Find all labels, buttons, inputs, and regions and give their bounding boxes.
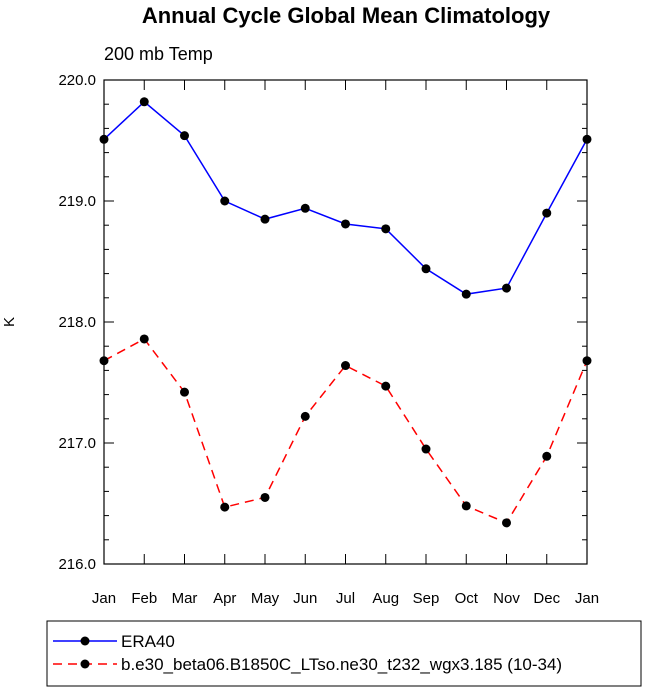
y-tick-label: 217.0	[58, 435, 96, 452]
y-tick-label: 218.0	[58, 314, 96, 331]
data-point	[381, 381, 391, 391]
legend-label: b.e30_beta06.B1850C_LTso.ne30_t232_wgx3.…	[121, 655, 562, 674]
axes: 216.0 217.0 218.0 219.0 220.0 Jan Feb Mar Apr May…	[58, 72, 599, 607]
data-point	[461, 289, 471, 299]
x-tick-label: Aug	[372, 590, 399, 607]
data-point	[260, 214, 270, 224]
y-axis-label: K	[1, 317, 18, 327]
data-point	[421, 444, 431, 454]
data-point	[99, 134, 109, 144]
x-tick-label: Nov	[493, 590, 520, 607]
legend-marker	[80, 636, 90, 646]
series-2	[99, 334, 592, 528]
x-tick-label: Jan	[575, 590, 599, 607]
data-point	[502, 518, 511, 528]
data-point	[381, 224, 391, 234]
x-tick-label: Oct	[455, 590, 479, 607]
data-point	[542, 208, 552, 218]
data-point	[260, 492, 270, 502]
legend-label: ERA40	[121, 632, 175, 651]
data-point	[300, 203, 310, 213]
y-tick-label: 219.0	[58, 193, 96, 210]
plot-frame	[103, 79, 588, 565]
x-tick-label: Feb	[131, 590, 157, 607]
series-1	[99, 97, 592, 299]
x-tick-label: Jul	[336, 590, 355, 607]
x-tick-label: Apr	[213, 590, 236, 607]
series-layer	[99, 97, 592, 528]
data-point	[582, 356, 592, 366]
data-point	[300, 411, 310, 421]
chart-title: Annual Cycle Global Mean Climatology	[142, 3, 551, 28]
data-point	[542, 451, 552, 461]
data-point	[461, 501, 471, 511]
legend: ERA40 b.e30_beta06.B1850C_LTso.ne30_t232_…	[46, 620, 642, 687]
data-point	[502, 283, 511, 293]
data-point	[582, 134, 592, 144]
data-point	[341, 219, 350, 229]
data-point	[341, 361, 350, 371]
x-tick-label: Dec	[533, 590, 560, 607]
data-point	[180, 131, 189, 141]
x-tick-label: May	[251, 590, 280, 607]
data-point	[421, 264, 431, 274]
x-tick-label: Mar	[172, 590, 198, 607]
data-point	[139, 334, 149, 344]
data-point	[180, 387, 189, 397]
x-tick-label: Jan	[92, 590, 116, 607]
y-tick-label: 220.0	[58, 72, 96, 89]
legend-box	[46, 620, 642, 687]
legend-marker	[80, 659, 90, 669]
x-tick-label: Sep	[413, 590, 440, 607]
data-point	[220, 502, 230, 512]
data-point	[139, 97, 149, 107]
chart-subtitle: 200 mb Temp	[104, 44, 213, 64]
y-tick-label: 216.0	[58, 556, 96, 573]
data-point	[99, 356, 109, 366]
x-tick-label: Jun	[293, 590, 317, 607]
series-line	[103, 100, 588, 295]
data-point	[220, 196, 230, 206]
